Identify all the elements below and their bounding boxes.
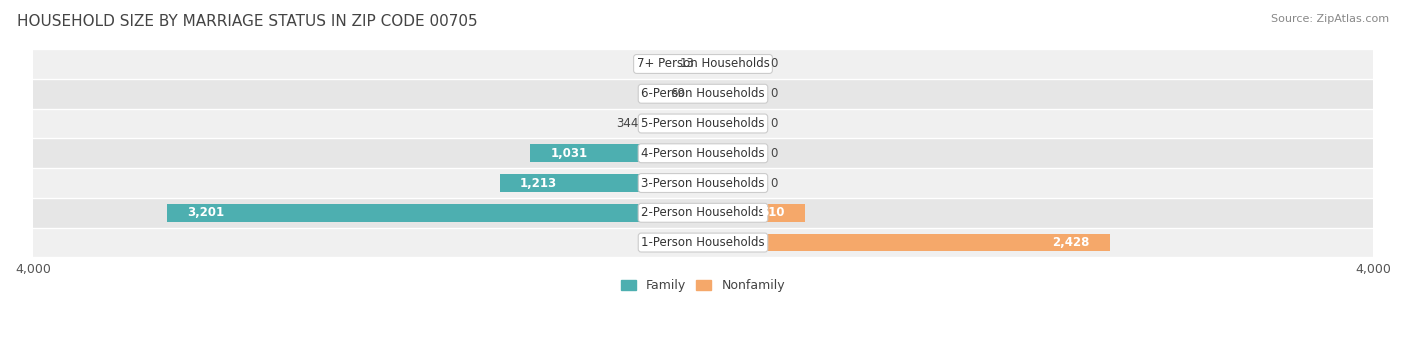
Bar [32,49,1374,79]
Text: 69: 69 [669,87,685,100]
Bar [499,174,703,192]
Text: 4-Person Households: 4-Person Households [641,147,765,160]
Text: 0: 0 [770,117,778,130]
Text: 2,428: 2,428 [1052,236,1090,249]
Text: 2-Person Households: 2-Person Households [641,206,765,219]
Text: 1,213: 1,213 [520,177,557,190]
Bar [645,115,703,132]
Text: 1-Person Households: 1-Person Households [641,236,765,249]
Text: 7+ Person Households: 7+ Person Households [637,58,769,71]
Bar [32,228,1374,257]
Text: 0: 0 [770,58,778,71]
Text: 344: 344 [616,117,638,130]
Text: HOUSEHOLD SIZE BY MARRIAGE STATUS IN ZIP CODE 00705: HOUSEHOLD SIZE BY MARRIAGE STATUS IN ZIP… [17,14,478,29]
Bar [32,79,1374,109]
Bar [703,234,1109,251]
Bar [32,138,1374,168]
Bar [530,144,703,162]
Bar [32,168,1374,198]
Bar [692,85,703,103]
Bar [167,204,703,222]
Text: 610: 610 [761,206,785,219]
Legend: Family, Nonfamily: Family, Nonfamily [616,274,790,297]
Text: 5-Person Households: 5-Person Households [641,117,765,130]
Text: 6-Person Households: 6-Person Households [641,87,765,100]
Bar [700,55,703,73]
Text: 0: 0 [770,147,778,160]
Text: Source: ZipAtlas.com: Source: ZipAtlas.com [1271,14,1389,24]
Text: 0: 0 [770,177,778,190]
Text: 3-Person Households: 3-Person Households [641,177,765,190]
Text: 1,031: 1,031 [550,147,588,160]
Text: 0: 0 [770,87,778,100]
Text: 13: 13 [679,58,695,71]
Bar [32,198,1374,228]
Bar [703,204,806,222]
Text: 3,201: 3,201 [187,206,224,219]
Bar [32,109,1374,138]
